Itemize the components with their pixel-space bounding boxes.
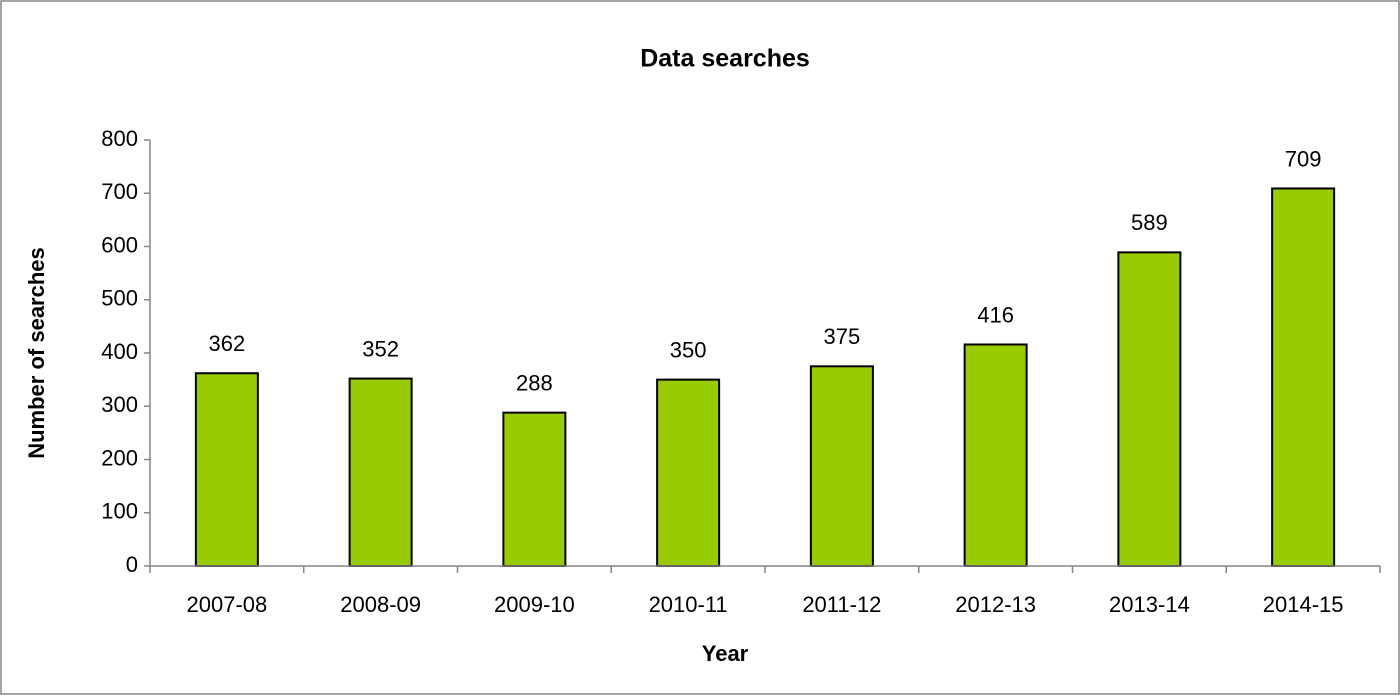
bar	[348, 377, 413, 567]
data-label: 350	[670, 337, 707, 362]
bar	[1117, 251, 1182, 567]
bar	[656, 378, 721, 567]
y-tick-label: 500	[101, 286, 138, 311]
chart-title: Data searches	[640, 45, 810, 73]
x-tick-label: 2010-11	[649, 592, 728, 617]
y-tick-label: 700	[101, 179, 138, 204]
y-tick-label: 400	[101, 339, 138, 364]
y-tick-label: 100	[101, 499, 138, 524]
bar	[809, 365, 874, 567]
data-label: 352	[362, 336, 399, 361]
y-tick-label: 300	[101, 392, 138, 417]
bar	[1271, 187, 1336, 568]
bar	[194, 372, 259, 567]
x-tick-label: 2008-09	[340, 592, 421, 617]
data-label: 416	[977, 302, 1014, 327]
x-tick-label: 2013-14	[1109, 592, 1190, 617]
data-label: 362	[209, 331, 246, 356]
bar	[502, 411, 567, 568]
y-tick-label: 0	[126, 552, 138, 577]
data-label: 375	[824, 324, 861, 349]
x-tick-label: 2011-12	[802, 592, 881, 617]
x-tick-label: 2009-10	[494, 592, 575, 617]
x-tick-label: 2014-15	[1263, 592, 1344, 617]
x-tick-label: 2007-08	[187, 592, 268, 617]
data-label: 288	[516, 370, 553, 395]
x-tick-label: 2012-13	[955, 592, 1036, 617]
y-tick-label: 600	[101, 232, 138, 257]
y-tick-label: 800	[101, 126, 138, 151]
data-label: 589	[1131, 210, 1168, 235]
data-label: 709	[1285, 146, 1322, 171]
x-axis-label: Year	[702, 641, 749, 666]
y-axis-label: Number of searches	[24, 247, 49, 459]
y-tick-label: 200	[101, 445, 138, 470]
bar	[963, 343, 1028, 568]
